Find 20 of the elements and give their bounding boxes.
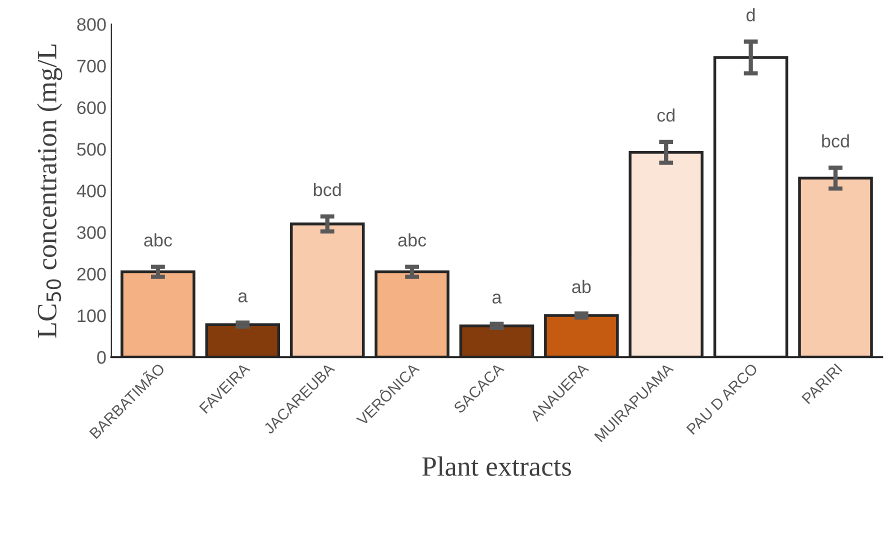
annotation: a bbox=[238, 292, 248, 302]
x-axis-title: Plant extracts bbox=[422, 456, 571, 476]
annotation: d bbox=[746, 8, 755, 22]
annotation: abc bbox=[144, 233, 172, 247]
annotation: abc bbox=[398, 233, 426, 247]
y-tick-label: 0 bbox=[97, 351, 106, 364]
annotation: cd bbox=[657, 108, 674, 122]
annotation: a bbox=[492, 294, 502, 304]
y-tick-label: 100 bbox=[78, 309, 106, 322]
y-tick-label: 700 bbox=[77, 60, 106, 73]
y-tick-label: 600 bbox=[77, 101, 106, 114]
y-axis-title: LC$_{50}$ concentration (mg/L bbox=[36, 44, 62, 338]
y-tick-label: 800 bbox=[77, 18, 106, 31]
annotation: bcd bbox=[822, 134, 849, 148]
annotation: bcd bbox=[314, 182, 341, 196]
y-tick-label: 300 bbox=[77, 226, 106, 239]
y-tick-label: 400 bbox=[76, 184, 106, 198]
y-tick-label: 500 bbox=[77, 142, 106, 156]
annotation: ab bbox=[572, 280, 591, 294]
y-tick-label: 200 bbox=[77, 268, 106, 281]
